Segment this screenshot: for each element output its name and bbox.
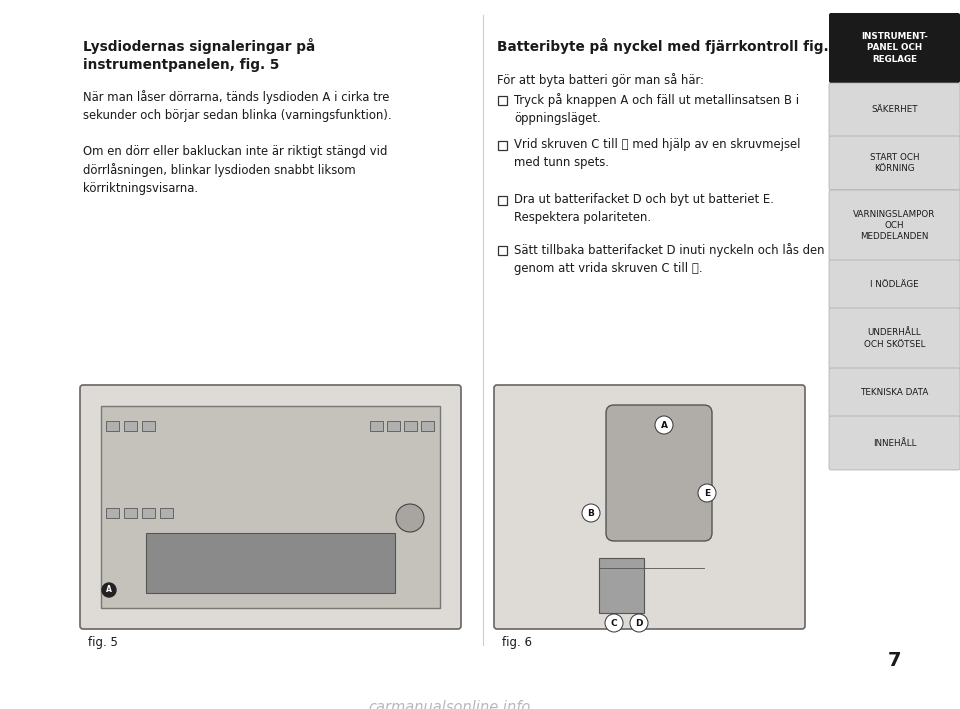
FancyBboxPatch shape: [494, 385, 805, 629]
FancyBboxPatch shape: [829, 416, 960, 470]
Text: SÄKERHET: SÄKERHET: [871, 106, 918, 114]
Text: När man låser dörrarna, tänds lysdioden A i cirka tre
sekunder och börjar sedan : När man låser dörrarna, tänds lysdioden …: [83, 90, 392, 122]
Text: Batteribyte på nyckel med fjärrkontroll fig. 6: Batteribyte på nyckel med fjärrkontroll …: [497, 38, 843, 54]
Text: För att byta batteri gör man så här:: För att byta batteri gör man så här:: [497, 73, 704, 87]
Bar: [142, 508, 155, 518]
Circle shape: [582, 504, 600, 522]
Text: I NÖDLÄGE: I NÖDLÄGE: [870, 280, 919, 289]
FancyBboxPatch shape: [80, 385, 461, 629]
Bar: [106, 421, 119, 431]
FancyBboxPatch shape: [829, 190, 960, 261]
Text: START OCH
KÖRNING: START OCH KÖRNING: [870, 152, 920, 173]
Text: A: A: [106, 586, 112, 595]
Text: B: B: [588, 508, 594, 518]
FancyBboxPatch shape: [829, 260, 960, 309]
Text: Om en dörr eller bakluckan inte är riktigt stängd vid
dörrlåsningen, blinkar lys: Om en dörr eller bakluckan inte är rikti…: [83, 145, 388, 196]
Bar: [498, 246, 507, 255]
Text: D: D: [636, 618, 643, 627]
FancyBboxPatch shape: [829, 368, 960, 417]
FancyBboxPatch shape: [829, 308, 960, 369]
Text: UNDERHÅLL
OCH SKÖTSEL: UNDERHÅLL OCH SKÖTSEL: [864, 328, 925, 349]
Text: carmanualsonline.info: carmanualsonline.info: [369, 700, 531, 709]
Text: Lysdiodernas signaleringar på
instrumentpanelen, fig. 5: Lysdiodernas signaleringar på instrument…: [83, 38, 315, 72]
Text: A: A: [660, 420, 667, 430]
Text: E: E: [704, 489, 710, 498]
Text: TEKNISKA DATA: TEKNISKA DATA: [860, 388, 928, 397]
Text: 7: 7: [888, 650, 901, 669]
Circle shape: [605, 614, 623, 632]
Bar: [101, 406, 440, 608]
Circle shape: [630, 614, 648, 632]
Bar: [404, 421, 417, 431]
Bar: [498, 96, 507, 105]
FancyBboxPatch shape: [829, 13, 960, 83]
FancyBboxPatch shape: [829, 83, 960, 137]
Bar: [124, 421, 137, 431]
Text: Sätt tillbaka batterifacket D inuti nyckeln och lås den
genom att vrida skruven : Sätt tillbaka batterifacket D inuti nyck…: [514, 243, 825, 275]
Text: Dra ut batterifacket D och byt ut batteriet E.
Respektera polariteten.: Dra ut batterifacket D och byt ut batter…: [514, 193, 774, 224]
Bar: [146, 533, 395, 593]
Text: VARNINGSLAMPOR
OCH
MEDDELANDEN: VARNINGSLAMPOR OCH MEDDELANDEN: [853, 210, 936, 242]
Circle shape: [102, 583, 116, 597]
Text: INSTRUMENT-
PANEL OCH
REGLAGE: INSTRUMENT- PANEL OCH REGLAGE: [861, 32, 928, 64]
Bar: [370, 421, 383, 431]
Circle shape: [698, 484, 716, 502]
Text: Vrid skruven C till 🔓 med hjälp av en skruvmejsel
med tunn spets.: Vrid skruven C till 🔓 med hjälp av en sk…: [514, 138, 801, 169]
Bar: [498, 196, 507, 205]
FancyBboxPatch shape: [606, 405, 712, 541]
Bar: [142, 421, 155, 431]
Bar: [124, 508, 137, 518]
Text: C: C: [611, 618, 617, 627]
Bar: [387, 421, 400, 431]
FancyBboxPatch shape: [829, 136, 960, 190]
Text: fig. 5: fig. 5: [88, 636, 118, 649]
Text: INNEHÅLL: INNEHÅLL: [873, 438, 916, 447]
Text: fig. 6: fig. 6: [502, 636, 532, 649]
Text: Tryck på knappen A och fäll ut metallinsatsen B i
öppningsläget.: Tryck på knappen A och fäll ut metallins…: [514, 93, 799, 125]
Bar: [421, 421, 434, 431]
Polygon shape: [599, 558, 644, 613]
Bar: [498, 141, 507, 150]
Circle shape: [396, 504, 424, 532]
Bar: [106, 508, 119, 518]
Circle shape: [655, 416, 673, 434]
Bar: [160, 508, 173, 518]
